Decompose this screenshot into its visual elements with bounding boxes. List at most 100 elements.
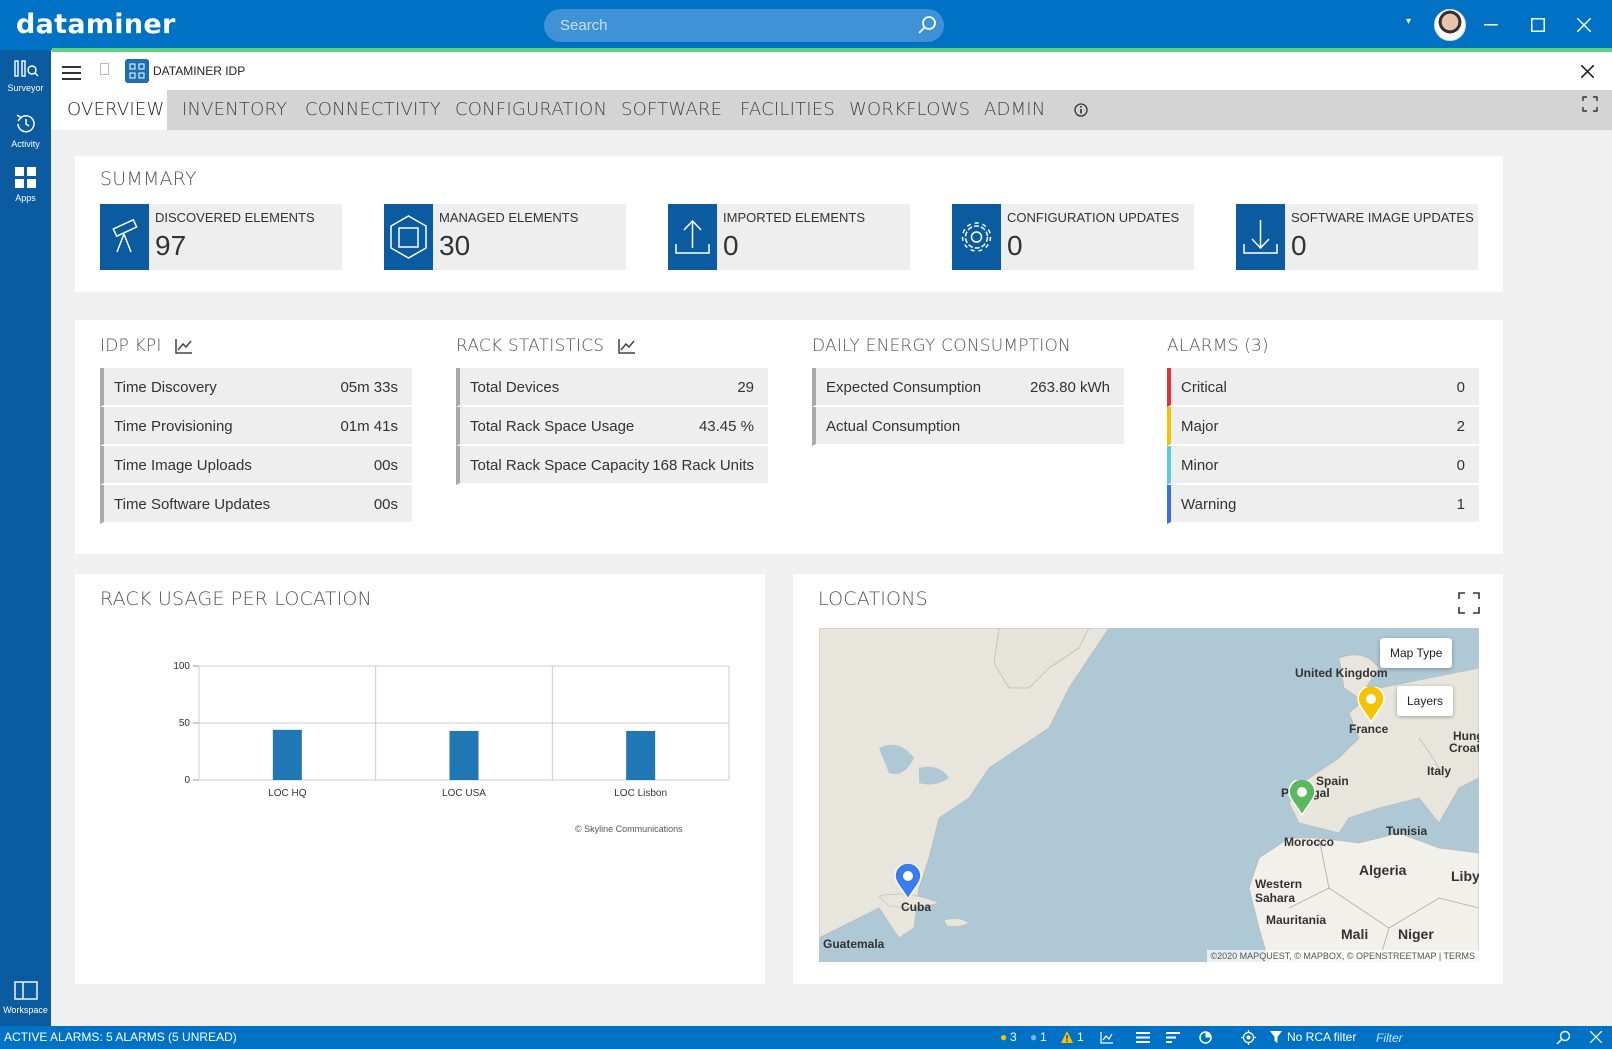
map-label-niger: Niger <box>1398 926 1434 942</box>
download-icon <box>1243 220 1278 254</box>
alarms-list: Critical 0 Major 2 Minor 0 Warning 1 <box>1167 368 1479 524</box>
alarm-key: Critical <box>1181 379 1227 396</box>
tile-label: MANAGED ELEMENTS <box>439 210 579 225</box>
blue-dot-icon: ● <box>1030 1030 1038 1044</box>
minimize-icon[interactable] <box>1484 24 1498 26</box>
rack-value: 43.45 % <box>698 418 754 435</box>
map-label-cuba: Cuba <box>901 900 931 914</box>
tab-admin[interactable]: ADMIN <box>984 99 1046 120</box>
maximize-icon[interactable] <box>1531 18 1545 32</box>
upload-icon <box>675 219 710 254</box>
tab-overview[interactable]: OVERVIEW <box>51 90 167 130</box>
alarm-value: 0 <box>1456 457 1465 474</box>
rca-target-icon[interactable] <box>1241 1030 1256 1045</box>
filter-input[interactable] <box>1372 1027 1582 1048</box>
sort-icon[interactable] <box>1166 1032 1180 1043</box>
expand-map-icon[interactable] <box>1458 592 1480 614</box>
chart-credit: © Skyline Communications <box>575 824 683 834</box>
search-input[interactable] <box>544 9 944 42</box>
map-label-mali: Mali <box>1341 926 1369 942</box>
locations-map[interactable]: United Kingdom France Spain Portugal Ita… <box>819 628 1479 962</box>
trend-icon[interactable] <box>1100 1031 1114 1044</box>
bookmark-icon[interactable] <box>100 63 109 75</box>
sidebar-item-apps[interactable]: Apps <box>0 166 51 203</box>
alarm-value: 2 <box>1456 418 1465 435</box>
tab-facilities[interactable]: FACILITIES <box>740 99 836 120</box>
alarm-row-minor[interactable]: Minor 0 <box>1167 446 1479 485</box>
sidebar-item-surveyor[interactable]: Surveyor <box>0 58 51 93</box>
info-icon[interactable] <box>1074 103 1088 117</box>
stats-panel: IDP KPI Time Discovery 05m 33s Time Provi… <box>75 320 1503 554</box>
user-avatar[interactable] <box>1434 9 1466 41</box>
rca-filter-text[interactable]: No RCA filter <box>1287 1030 1357 1044</box>
sidebar-item-workspace[interactable]: Workspace <box>0 980 51 1015</box>
kpi-value: 00s <box>373 457 398 474</box>
map-label-libya: Libya <box>1451 868 1479 884</box>
rack-usage-chart: 0 50 100 LOC HQ LOC USA LOC Lisbon <box>173 661 730 799</box>
alarm-row-critical[interactable]: Critical 0 <box>1167 368 1479 407</box>
kpi-row: Time Software Updates 00s <box>100 485 412 524</box>
warning-icon <box>1061 1031 1073 1043</box>
tab-software[interactable]: SOFTWARE <box>621 99 723 120</box>
chart-trend-icon[interactable] <box>175 338 193 354</box>
summary-tile-managed[interactable]: MANAGED ELEMENTS 30 <box>384 204 626 270</box>
energy-key: Expected Consumption <box>826 379 982 396</box>
alarm-key: Warning <box>1181 496 1237 513</box>
map-label-spain: Spain <box>1316 774 1349 788</box>
rack-row: Total Devices 29 <box>456 368 768 407</box>
map-type-button[interactable]: Map Type <box>1380 638 1453 668</box>
kpi-value: 00s <box>373 496 398 513</box>
rack-stats-title: RACK STATISTICS <box>456 336 636 356</box>
blue-alarm-count[interactable]: 1 <box>1040 1030 1047 1044</box>
alarms-title: ALARMS (3) <box>1167 336 1269 356</box>
summary-tile-configuration[interactable]: CONFIGURATION UPDATES 0 <box>952 204 1194 270</box>
tab-configuration[interactable]: CONFIGURATION <box>455 99 608 120</box>
clear-filter-icon[interactable] <box>1590 1031 1602 1043</box>
tile-label: CONFIGURATION UPDATES <box>1007 210 1180 225</box>
rack-stats-title-text: RACK STATISTICS <box>456 336 605 356</box>
rack-value: 29 <box>737 379 754 396</box>
close-window-icon[interactable] <box>1577 18 1591 32</box>
warning-count[interactable]: 1 <box>1077 1030 1084 1044</box>
alarm-row-warning[interactable]: Warning 1 <box>1167 485 1479 524</box>
kpi-key: Time Software Updates <box>114 496 271 513</box>
map-label-croatia: Croatia <box>1449 741 1479 755</box>
map-attribution[interactable]: ©2020 MAPQUEST, © MAPBOX, © OPENSTREETMA… <box>1206 950 1479 962</box>
summary-tile-discovered[interactable]: DISCOVERED ELEMENTS 97 <box>100 204 342 270</box>
hamburger-menu-icon[interactable] <box>62 66 81 84</box>
energy-title: DAILY ENERGY CONSUMPTION <box>812 336 1071 356</box>
active-alarms-text[interactable]: ACTIVE ALARMS: 5 ALARMS (5 UNREAD) <box>4 1030 237 1044</box>
filter-search-icon[interactable] <box>1556 1030 1571 1045</box>
map-pin-france[interactable] <box>1357 687 1385 723</box>
tab-workflows[interactable]: WORKFLOWS <box>849 99 971 120</box>
close-app-icon[interactable] <box>1581 65 1594 78</box>
activity-icon <box>16 114 35 133</box>
rack-stats-list: Total Devices 29 Total Rack Space Usage 43… <box>456 368 768 485</box>
map-pin-portugal[interactable] <box>1288 780 1316 816</box>
layers-button[interactable]: Layers <box>1397 686 1454 716</box>
tab-connectivity[interactable]: CONNECTIVITY <box>305 99 441 120</box>
energy-value: 263.80 kWh <box>1029 379 1110 396</box>
fullscreen-icon[interactable] <box>1582 96 1598 112</box>
search-icon[interactable] <box>916 14 938 36</box>
kpi-row: Time Provisioning 01m 41s <box>100 407 412 446</box>
map-pin-cuba[interactable] <box>894 864 922 900</box>
dropdown-chevron-icon[interactable]: ▾ <box>1406 16 1412 27</box>
rack-value: 168 Rack Units <box>652 457 754 474</box>
tile-value: 0 <box>723 230 739 261</box>
alarm-row-major[interactable]: Major 2 <box>1167 407 1479 446</box>
list-view-icon[interactable] <box>1136 1032 1150 1043</box>
chart-trend-icon[interactable] <box>618 338 636 354</box>
summary-tile-software[interactable]: SOFTWARE IMAGE UPDATES 0 <box>1236 204 1478 270</box>
tile-label: SOFTWARE IMAGE UPDATES <box>1291 210 1474 225</box>
y-tick-label: 0 <box>184 775 190 786</box>
filter-funnel-icon[interactable] <box>1270 1031 1282 1044</box>
kpi-row: Time Discovery 05m 33s <box>100 368 412 407</box>
apps-icon <box>14 167 36 188</box>
title-bar: dataminer ▾ <box>0 0 1612 50</box>
sidebar-item-activity[interactable]: Activity <box>0 112 51 149</box>
tab-inventory[interactable]: INVENTORY <box>182 99 288 120</box>
yellow-alarm-count[interactable]: 3 <box>1010 1030 1017 1044</box>
pie-chart-icon[interactable] <box>1199 1031 1212 1044</box>
summary-tile-imported[interactable]: IMPORTED ELEMENTS 0 <box>668 204 910 270</box>
